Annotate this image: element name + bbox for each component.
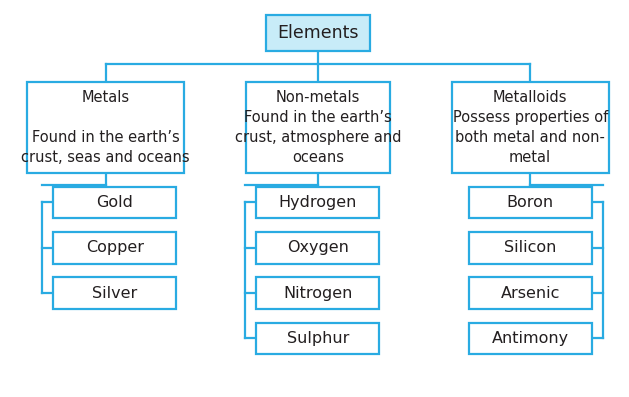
Text: Nitrogen: Nitrogen [283, 285, 352, 301]
FancyBboxPatch shape [256, 187, 379, 218]
FancyBboxPatch shape [256, 278, 379, 309]
Text: Sulphur: Sulphur [287, 331, 349, 346]
FancyBboxPatch shape [53, 187, 176, 218]
Text: Hydrogen: Hydrogen [279, 195, 357, 210]
Text: Copper: Copper [86, 240, 144, 255]
Text: Antimony: Antimony [492, 331, 569, 346]
FancyBboxPatch shape [256, 232, 379, 264]
Text: Metalloids
Possess properties of
both metal and non-
metal: Metalloids Possess properties of both me… [452, 91, 608, 165]
FancyBboxPatch shape [245, 82, 390, 173]
FancyBboxPatch shape [469, 232, 592, 264]
FancyBboxPatch shape [265, 15, 370, 51]
FancyBboxPatch shape [256, 323, 379, 354]
FancyBboxPatch shape [469, 278, 592, 309]
Text: Elements: Elements [277, 24, 359, 42]
FancyBboxPatch shape [27, 82, 184, 173]
Text: Silver: Silver [92, 285, 137, 301]
Text: Metals

Found in the earth’s
crust, seas and oceans: Metals Found in the earth’s crust, seas … [21, 91, 190, 165]
FancyBboxPatch shape [53, 278, 176, 309]
Text: Silicon: Silicon [504, 240, 556, 255]
FancyBboxPatch shape [53, 232, 176, 264]
FancyBboxPatch shape [452, 82, 609, 173]
Text: Non-metals
Found in the earth’s
crust, atmosphere and
oceans: Non-metals Found in the earth’s crust, a… [235, 91, 401, 165]
Text: Gold: Gold [96, 195, 133, 210]
FancyBboxPatch shape [469, 187, 592, 218]
Text: Boron: Boron [506, 195, 554, 210]
Text: Arsenic: Arsenic [501, 285, 560, 301]
Text: Oxygen: Oxygen [287, 240, 349, 255]
FancyBboxPatch shape [469, 323, 592, 354]
